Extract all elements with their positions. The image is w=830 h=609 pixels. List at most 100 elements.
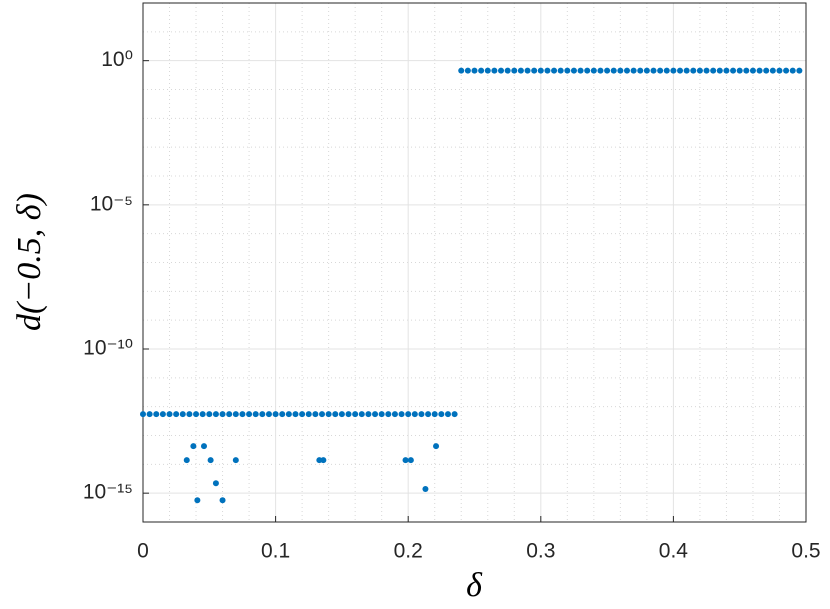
point — [433, 443, 440, 450]
point — [743, 67, 750, 74]
point — [491, 67, 498, 74]
point — [320, 457, 327, 464]
y-tick-label: 10⁰ — [101, 48, 133, 71]
point — [663, 67, 670, 74]
point — [703, 67, 710, 74]
y-tick-label: 10⁻¹⁵ — [83, 481, 133, 504]
y-tick-label: 10⁻⁵ — [90, 192, 133, 215]
point — [650, 67, 657, 74]
point — [564, 67, 571, 74]
point — [391, 411, 398, 418]
point — [345, 411, 352, 418]
point — [584, 67, 591, 74]
point — [730, 67, 737, 74]
point — [226, 411, 233, 418]
point — [683, 67, 690, 74]
point — [219, 497, 226, 504]
point — [407, 457, 414, 464]
point — [190, 443, 197, 450]
point — [212, 411, 219, 418]
point — [716, 67, 723, 74]
point — [239, 411, 246, 418]
axes-box — [142, 2, 807, 523]
point — [246, 411, 253, 418]
point — [511, 67, 518, 74]
point — [183, 457, 190, 464]
point — [756, 67, 763, 74]
point — [597, 67, 604, 74]
point — [604, 67, 611, 74]
point — [179, 411, 186, 418]
point — [325, 411, 332, 418]
point — [299, 411, 306, 418]
point — [444, 411, 451, 418]
x-tick-label: 0.3 — [526, 540, 555, 563]
point — [207, 457, 214, 464]
point — [206, 411, 213, 418]
point — [783, 67, 790, 74]
point — [212, 480, 219, 487]
point — [577, 67, 584, 74]
point — [696, 67, 703, 74]
point — [372, 411, 379, 418]
point — [710, 67, 717, 74]
point — [358, 411, 365, 418]
point — [146, 411, 153, 418]
point — [338, 411, 345, 418]
point — [232, 411, 239, 418]
point — [736, 67, 743, 74]
point — [378, 411, 385, 418]
point — [590, 67, 597, 74]
point — [677, 67, 684, 74]
point — [166, 411, 173, 418]
point — [471, 67, 478, 74]
point — [312, 411, 319, 418]
point — [153, 411, 160, 418]
point — [422, 485, 429, 492]
point — [690, 67, 697, 74]
point — [431, 411, 438, 418]
point — [524, 67, 531, 74]
point — [418, 411, 425, 418]
point — [484, 67, 491, 74]
point — [723, 67, 730, 74]
point — [478, 67, 485, 74]
point — [769, 67, 776, 74]
point — [259, 411, 266, 418]
point — [776, 67, 783, 74]
point — [219, 411, 226, 418]
plot-area — [143, 3, 806, 522]
point — [279, 411, 286, 418]
point — [498, 67, 505, 74]
point — [285, 411, 292, 418]
point — [617, 67, 624, 74]
point — [623, 67, 630, 74]
point — [159, 411, 166, 418]
point — [398, 411, 405, 418]
point — [405, 411, 412, 418]
point — [796, 67, 803, 74]
point — [352, 411, 359, 418]
point — [385, 411, 392, 418]
point — [232, 457, 239, 464]
point — [637, 67, 644, 74]
point — [402, 457, 409, 464]
point — [451, 411, 458, 418]
x-axis-label: δ — [466, 567, 483, 604]
point — [517, 67, 524, 74]
point — [411, 411, 418, 418]
point — [319, 411, 326, 418]
point — [332, 411, 339, 418]
point — [194, 497, 201, 504]
point — [544, 67, 551, 74]
point — [643, 67, 650, 74]
point — [200, 443, 207, 450]
point — [763, 67, 770, 74]
y-axis-label: d(−0.5, δ) — [11, 193, 48, 331]
x-tick-label: 0.1 — [261, 540, 290, 563]
point — [305, 411, 312, 418]
point — [425, 411, 432, 418]
point — [537, 67, 544, 74]
